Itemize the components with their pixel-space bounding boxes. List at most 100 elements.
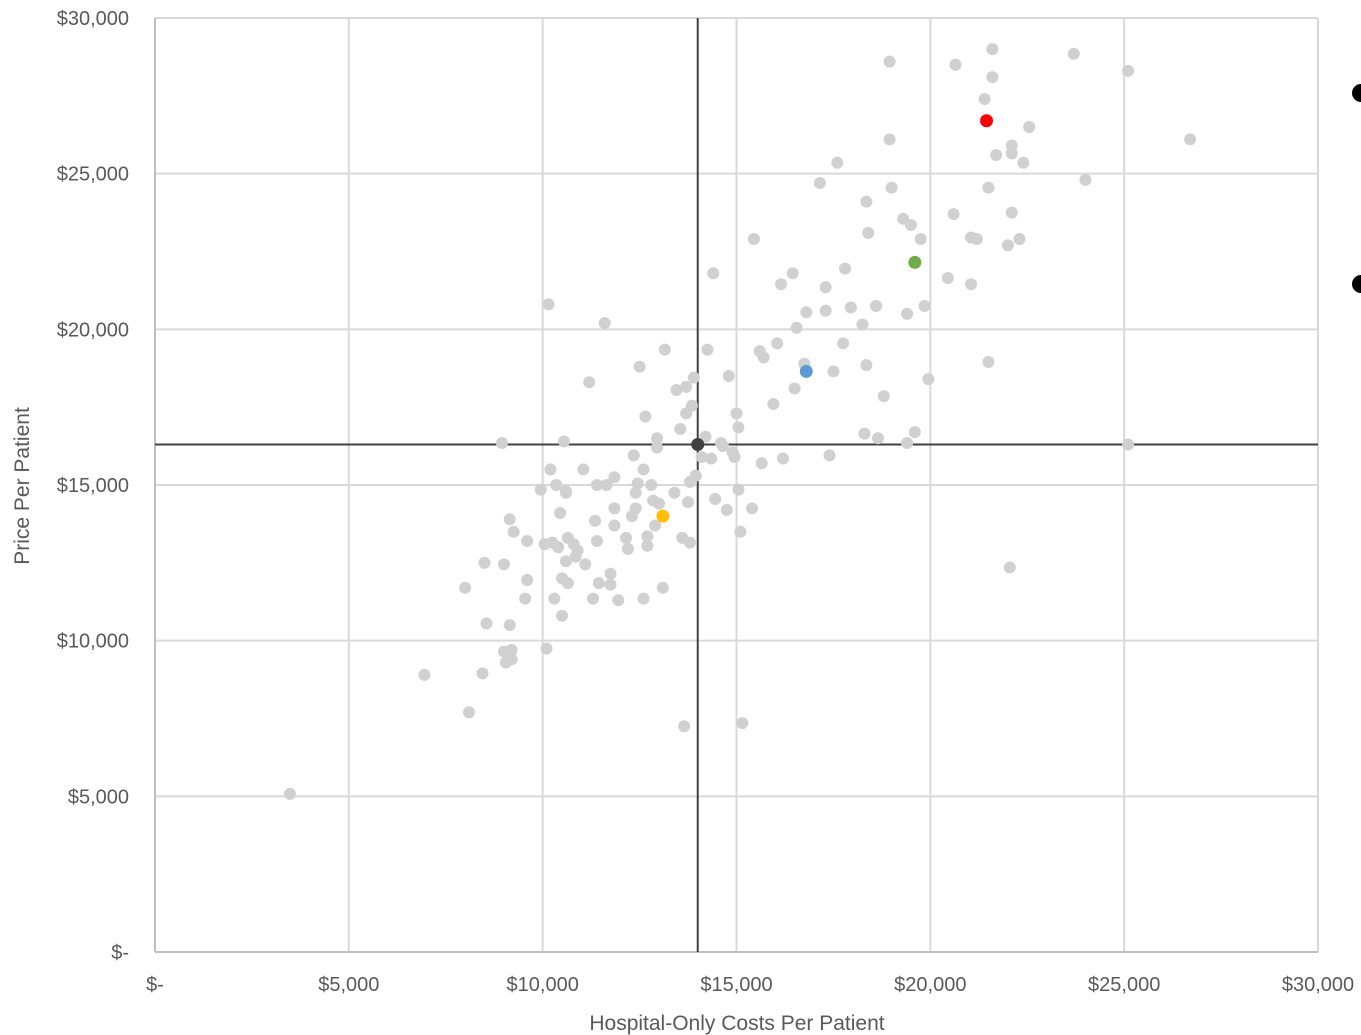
data-point — [556, 609, 569, 622]
bullet-marker — [1352, 275, 1361, 293]
data-point — [557, 435, 570, 448]
data-point — [901, 436, 914, 449]
data-point — [629, 502, 642, 515]
data-point — [870, 299, 883, 312]
data-point — [747, 233, 760, 246]
data-point — [637, 463, 650, 476]
data-point — [627, 449, 640, 462]
data-point — [507, 525, 520, 538]
data-point — [559, 555, 572, 568]
data-point — [683, 536, 696, 549]
x-tick-label: $5,000 — [318, 974, 379, 996]
data-point — [883, 133, 896, 146]
data-point — [813, 177, 826, 190]
data-point — [877, 390, 890, 403]
data-point — [604, 578, 617, 591]
y-tick-label: $25,000 — [57, 164, 129, 186]
y-tick-label: $15,000 — [57, 475, 129, 497]
data-point — [1013, 233, 1026, 246]
data-points — [283, 43, 1197, 800]
data-point — [819, 304, 832, 317]
data-point — [497, 558, 510, 571]
y-axis-title: Price Per Patient — [11, 407, 34, 565]
data-point — [592, 577, 605, 590]
data-point — [728, 450, 741, 463]
data-point — [637, 592, 650, 605]
data-point — [736, 717, 749, 730]
data-point — [629, 486, 642, 499]
data-point — [590, 535, 603, 548]
data-point — [658, 343, 671, 356]
data-point — [949, 58, 962, 71]
data-point — [645, 479, 658, 491]
data-point — [519, 592, 532, 605]
y-tick-labels: $- $5,000 $10,000 $15,000 $20,000 $25,000 $30,… — [57, 8, 129, 964]
data-point — [707, 267, 720, 280]
data-point — [947, 208, 960, 221]
data-point — [699, 430, 712, 443]
data-point — [521, 573, 534, 586]
data-point — [503, 619, 516, 632]
data-point — [871, 432, 884, 445]
data-point — [856, 318, 869, 331]
data-point — [775, 278, 788, 291]
data-point — [695, 450, 708, 463]
data-point — [680, 380, 693, 393]
data-point — [544, 463, 557, 476]
data-point — [633, 360, 646, 373]
data-point — [668, 486, 681, 499]
data-point — [505, 644, 518, 657]
data-point — [689, 469, 702, 482]
data-point — [1079, 173, 1092, 186]
data-point — [831, 156, 844, 169]
data-point — [587, 592, 600, 605]
data-point — [495, 436, 508, 449]
data-point — [734, 525, 747, 538]
data-point — [639, 410, 652, 423]
data-point — [550, 479, 563, 491]
data-point — [1023, 120, 1036, 133]
data-point — [1005, 206, 1018, 219]
x-tick-labels: $- $5,000 $10,000 $15,000 $20,000 $25,000 $30,… — [146, 974, 1354, 996]
data-point — [283, 787, 296, 800]
data-point — [608, 502, 621, 515]
data-point — [590, 479, 603, 491]
data-point — [885, 181, 898, 194]
data-point — [463, 706, 476, 719]
data-point — [652, 497, 665, 510]
data-point — [656, 581, 669, 594]
data-point — [790, 321, 803, 334]
data-point — [709, 493, 722, 506]
data-point — [860, 359, 873, 372]
data-point — [674, 422, 687, 435]
data-point — [732, 421, 745, 434]
data-point — [990, 148, 1003, 161]
data-point — [478, 556, 491, 569]
data-point — [1184, 133, 1197, 146]
x-tick-label: $15,000 — [700, 974, 772, 996]
data-point — [860, 195, 873, 208]
data-point — [788, 382, 801, 395]
data-point — [918, 299, 931, 312]
data-point — [978, 92, 991, 105]
data-point — [554, 507, 567, 520]
y-tick-label: $30,000 — [57, 8, 129, 30]
x-tick-label: $30,000 — [1282, 974, 1354, 996]
data-point — [612, 594, 625, 607]
data-point — [480, 617, 493, 630]
data-point — [1017, 156, 1030, 169]
highlighted-data-point — [908, 255, 922, 269]
data-point — [839, 262, 852, 275]
data-point — [914, 233, 927, 246]
highlighted-data-point — [691, 438, 705, 452]
data-point — [716, 440, 729, 453]
data-point — [970, 233, 983, 246]
data-point — [670, 384, 683, 397]
highlighted-data-point — [656, 509, 670, 523]
data-point — [755, 457, 768, 470]
data-point — [521, 535, 534, 548]
data-point — [757, 351, 770, 364]
data-point — [1003, 561, 1016, 574]
data-point — [908, 426, 921, 439]
data-point — [604, 567, 617, 580]
